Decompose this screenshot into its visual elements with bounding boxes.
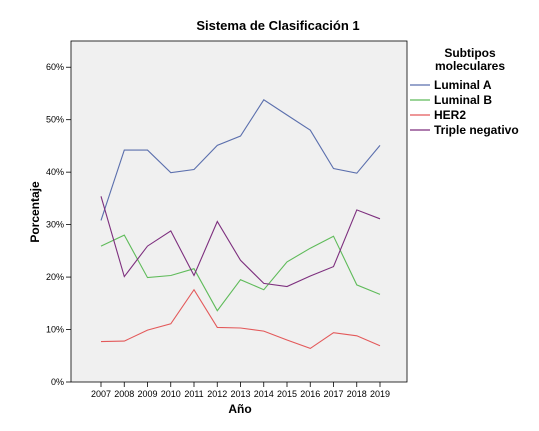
- x-tick-label: 2016: [300, 389, 320, 399]
- chart-title: Sistema de Clasificación 1: [196, 18, 359, 33]
- y-tick-label: 40%: [46, 167, 64, 177]
- x-axis: 2007 2008 2009 2010 2011 2012 2013 2014 2015 2016…: [91, 382, 390, 399]
- x-tick-label: 2009: [137, 389, 157, 399]
- series-line-luminal-b: [100, 234, 381, 312]
- legend-label-luminal-a: Luminal A: [434, 78, 492, 92]
- legend-label-her2: HER2: [434, 108, 466, 122]
- x-tick-label: 2008: [114, 389, 134, 399]
- series-line-luminal-a: [100, 99, 381, 221]
- y-tick-label: 60%: [46, 62, 64, 72]
- x-axis-label: Año: [228, 402, 251, 416]
- series-line-triple-negativo: [100, 196, 381, 288]
- series-line-her2: [100, 288, 381, 350]
- y-tick-label: 30%: [46, 220, 64, 230]
- y-tick-label: 10%: [46, 325, 64, 335]
- plot-area: [70, 40, 408, 383]
- legend-label-luminal-b: Luminal B: [434, 93, 492, 107]
- y-tick-label: 0%: [51, 377, 64, 387]
- y-tick-label: 20%: [46, 272, 64, 282]
- x-tick-label: 2013: [230, 389, 250, 399]
- legend-title-line-1: Subtipos: [444, 46, 496, 60]
- y-axis-label: Porcentaje: [28, 181, 42, 243]
- legend-title-line-2: moleculares: [435, 59, 505, 73]
- x-tick-label: 2012: [207, 389, 227, 399]
- y-tick-label: 50%: [46, 115, 64, 125]
- y-axis: 0% 10% 20% 30% 40% 50% 60%: [46, 62, 71, 387]
- legend-label-triple-negativo: Triple negativo: [434, 123, 519, 137]
- x-tick-label: 2015: [277, 389, 297, 399]
- series-lines: [100, 99, 381, 350]
- x-tick-label: 2018: [347, 389, 367, 399]
- x-tick-label: 2007: [91, 389, 111, 399]
- x-tick-label: 2019: [370, 389, 390, 399]
- x-tick-label: 2014: [254, 389, 274, 399]
- x-tick-label: 2017: [323, 389, 343, 399]
- x-tick-label: 2011: [184, 389, 203, 399]
- x-tick-label: 2010: [161, 389, 181, 399]
